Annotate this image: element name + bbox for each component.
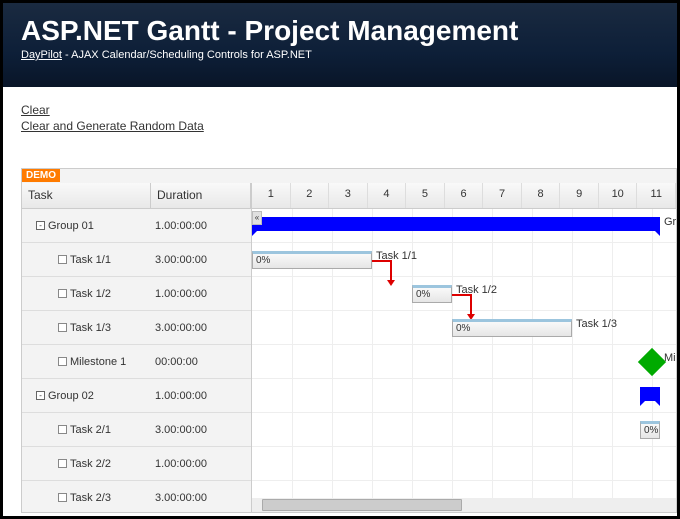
task-row[interactable]: -Group 01 1.00:00:00: [22, 209, 251, 243]
task-duration: 1.00:00:00: [151, 220, 251, 232]
task-name: Group 02: [48, 390, 94, 402]
group-bar[interactable]: [640, 387, 660, 401]
task-row[interactable]: -Group 02 1.00:00:00: [22, 379, 251, 413]
task-box-icon: [58, 459, 67, 468]
bar-label: Grou: [664, 216, 676, 228]
task-row[interactable]: Task 1/3 3.00:00:00: [22, 311, 251, 345]
task-box-icon: [58, 493, 67, 502]
task-bar[interactable]: 0%: [452, 319, 572, 337]
task-name: Task 1/3: [70, 322, 111, 334]
day-header-cell[interactable]: 9: [560, 183, 599, 208]
day-header-cell[interactable]: 4: [368, 183, 407, 208]
task-duration: 00:00:00: [151, 356, 251, 368]
gantt-chart: DEMO Task Duration -Group 011.00:00:00Ta…: [21, 168, 677, 513]
day-header-cell[interactable]: 2: [291, 183, 330, 208]
task-box-icon: [58, 255, 67, 264]
task-row[interactable]: Task 2/2 1.00:00:00: [22, 447, 251, 481]
milestone-diamond-icon[interactable]: [638, 348, 666, 376]
task-box-icon: [58, 425, 67, 434]
day-header-cell[interactable]: 8: [522, 183, 561, 208]
timeline-row[interactable]: [252, 447, 676, 481]
task-row[interactable]: Task 2/1 3.00:00:00: [22, 413, 251, 447]
task-duration: 3.00:00:00: [151, 322, 251, 334]
task-box-icon: [58, 289, 67, 298]
day-header-cell[interactable]: 1: [252, 183, 291, 208]
task-duration: 1.00:00:00: [151, 458, 251, 470]
subtitle-rest: - AJAX Calendar/Scheduling Controls for …: [62, 49, 312, 61]
bar-label: Mi: [664, 352, 676, 364]
timeline-body[interactable]: Grou0%Task 1/10%Task 1/20%Task 1/3Mi0%: [252, 209, 676, 500]
page-title: ASP.NET Gantt - Project Management: [21, 15, 659, 47]
task-row[interactable]: Task 1/1 3.00:00:00: [22, 243, 251, 277]
header: ASP.NET Gantt - Project Management DayPi…: [3, 3, 677, 87]
task-row[interactable]: Task 2/3 3.00:00:00: [22, 481, 251, 513]
task-duration: 1.00:00:00: [151, 288, 251, 300]
col-header-duration[interactable]: Duration: [151, 183, 251, 208]
task-bar[interactable]: 0%: [412, 285, 452, 303]
left-header: Task Duration: [22, 183, 251, 209]
task-name: Task 2/3: [70, 492, 111, 504]
gantt-right-panel: 1234567891011 « Grou 0%Task 1/10%Task 1/2…: [252, 183, 676, 500]
task-name: Task 1/1: [70, 254, 111, 266]
timeline-row[interactable]: 0%Task 1/2: [252, 277, 676, 311]
task-name: Task 2/2: [70, 458, 111, 470]
timeline-row[interactable]: 0%Task 1/1: [252, 243, 676, 277]
day-header-cell[interactable]: 6: [445, 183, 484, 208]
expand-collapse-icon[interactable]: -: [36, 221, 45, 230]
group-bar[interactable]: [252, 217, 660, 231]
task-bar[interactable]: 0%: [640, 421, 660, 439]
task-duration: 1.00:00:00: [151, 390, 251, 402]
task-name: Milestone 1: [70, 356, 126, 368]
task-box-icon: [58, 357, 67, 366]
task-row[interactable]: Milestone 1 00:00:00: [22, 345, 251, 379]
day-header-cell[interactable]: 7: [483, 183, 522, 208]
timeline-row[interactable]: Grou: [252, 209, 676, 243]
action-links: Clear Clear and Generate Random Data: [3, 87, 677, 147]
horizontal-scrollbar[interactable]: [252, 498, 676, 512]
scrollbar-thumb[interactable]: [262, 499, 462, 511]
app-frame: ASP.NET Gantt - Project Management DayPi…: [0, 0, 680, 519]
clear-link[interactable]: Clear: [21, 103, 659, 117]
task-row[interactable]: Task 1/2 1.00:00:00: [22, 277, 251, 311]
scroll-left-button[interactable]: «: [252, 211, 262, 225]
gantt-left-panel: Task Duration -Group 011.00:00:00Task 1/…: [22, 183, 252, 512]
task-bar[interactable]: 0%: [252, 251, 372, 269]
timeline-row[interactable]: [252, 379, 676, 413]
daypilot-link[interactable]: DayPilot: [21, 49, 62, 61]
day-header-cell[interactable]: 11: [637, 183, 676, 208]
timeline-row[interactable]: 0%: [252, 413, 676, 447]
demo-badge: DEMO: [22, 169, 60, 182]
dependency-link: [372, 260, 390, 262]
dependency-link: [452, 294, 470, 296]
day-header-cell[interactable]: 3: [329, 183, 368, 208]
col-header-task[interactable]: Task: [22, 183, 151, 208]
task-name: Task 1/2: [70, 288, 111, 300]
page-subtitle: DayPilot - AJAX Calendar/Scheduling Cont…: [21, 49, 659, 61]
timeline-row[interactable]: Mi: [252, 345, 676, 379]
expand-collapse-icon[interactable]: -: [36, 391, 45, 400]
task-name: Task 2/1: [70, 424, 111, 436]
day-header-cell[interactable]: 5: [406, 183, 445, 208]
task-duration: 3.00:00:00: [151, 492, 251, 504]
clear-generate-link[interactable]: Clear and Generate Random Data: [21, 119, 659, 133]
task-duration: 3.00:00:00: [151, 254, 251, 266]
bar-label: Task 1/3: [576, 318, 617, 330]
task-name: Group 01: [48, 220, 94, 232]
task-duration: 3.00:00:00: [151, 424, 251, 436]
day-header-cell[interactable]: 10: [599, 183, 638, 208]
task-box-icon: [58, 323, 67, 332]
timeline-header: 1234567891011: [252, 183, 676, 209]
timeline-row[interactable]: 0% Task 1/3: [252, 311, 676, 345]
